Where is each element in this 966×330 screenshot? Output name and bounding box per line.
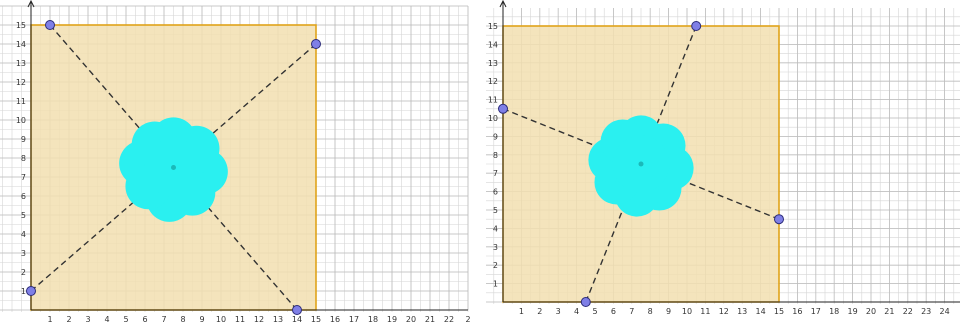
y-tick-label: 11 xyxy=(488,96,498,105)
y-tick-label: 6 xyxy=(493,188,498,197)
y-tick-label: 15 xyxy=(16,21,26,30)
y-tick-label: 6 xyxy=(21,192,26,201)
x-tick-label: 12 xyxy=(719,307,729,316)
x-tick-label: 2 xyxy=(465,315,470,324)
graph-panel-left: 1 2 3 4 5 6 7 8 9 10 11 12 13 14 15 16 17 18 19 20 21 22 2 1 2 3 4… xyxy=(0,0,476,330)
x-tick-label: 18 xyxy=(829,307,839,316)
coordinate-plane-left: 1 2 3 4 5 6 7 8 9 10 11 12 13 14 15 16 17 18 19 20 21 22 21234… xyxy=(0,0,471,324)
graph-panel-right: 1 2 3 4 5 6 7 8 9 10 11 12 13 14 15 16 17 18 19 20 21 22 23 24 1… xyxy=(486,0,966,330)
y-tick-label: 11 xyxy=(16,97,26,106)
x-tick-label: 2 xyxy=(537,307,542,316)
x-tick-label: 2 xyxy=(66,315,71,324)
x-tick-label: 9 xyxy=(666,307,671,316)
y-tick-label: 5 xyxy=(493,206,498,215)
x-tick-label: 22 xyxy=(903,307,913,316)
draggable-point[interactable] xyxy=(311,39,321,49)
draggable-point[interactable] xyxy=(774,214,784,225)
x-tick-label: 13 xyxy=(737,307,747,316)
x-tick-label: 19 xyxy=(848,307,858,316)
x-tick-label: 3 xyxy=(85,315,90,324)
y-tick-label: 14 xyxy=(16,40,26,49)
x-tick-label: 9 xyxy=(199,315,204,324)
draggable-point[interactable] xyxy=(45,20,55,30)
y-tick-label: 8 xyxy=(493,151,498,160)
x-tick-label: 11 xyxy=(235,315,245,324)
dashed-line xyxy=(173,43,317,169)
x-tick-label: 11 xyxy=(700,307,710,316)
center-blob xyxy=(119,117,228,222)
dashed-line xyxy=(172,167,298,311)
y-tick-label: 8 xyxy=(21,154,26,163)
x-tick-label: 4 xyxy=(574,307,579,316)
x-tick-label: 21 xyxy=(884,307,894,316)
y-tick-label: 9 xyxy=(21,135,26,144)
x-tick-label: 13 xyxy=(273,315,283,324)
x-tick-label: 14 xyxy=(756,307,766,316)
y-axis-arrow-icon xyxy=(499,0,507,8)
y-tick-label: 5 xyxy=(21,211,26,220)
y-tick-label: 7 xyxy=(493,169,498,178)
draggable-point[interactable] xyxy=(498,103,508,114)
y-tick-label: 1 xyxy=(21,287,26,296)
x-tick-label: 23 xyxy=(921,307,931,316)
x-tick-label: 10 xyxy=(682,307,692,316)
y-tick-label: 7 xyxy=(21,173,26,182)
y-tick-label: 13 xyxy=(16,59,26,68)
x-tick-label: 18 xyxy=(368,315,378,324)
y-tick-label: 13 xyxy=(488,59,498,68)
x-tick-label: 20 xyxy=(866,307,876,316)
y-tick-label: 14 xyxy=(488,40,498,49)
draggable-point[interactable] xyxy=(26,286,36,296)
x-tick-label: 1 xyxy=(47,315,52,324)
x-tick-label: 3 xyxy=(556,307,561,316)
y-tick-label: 4 xyxy=(21,230,26,239)
blob-center xyxy=(171,165,176,170)
x-tick-label: 8 xyxy=(180,315,185,324)
x-tick-label: 10 xyxy=(216,315,226,324)
y-tick-label: 9 xyxy=(493,132,498,141)
y-axis-arrow-icon xyxy=(27,0,35,8)
x-tick-label: 20 xyxy=(406,315,416,324)
dashed-line xyxy=(30,166,174,292)
x-tick-label: 12 xyxy=(254,315,264,324)
y-tick-label: 12 xyxy=(488,77,498,86)
x-tick-label: 4 xyxy=(104,315,109,324)
x-tick-label: 8 xyxy=(648,307,653,316)
blob-center xyxy=(638,161,644,167)
draggable-point[interactable] xyxy=(292,305,302,315)
x-tick-label: 17 xyxy=(811,307,821,316)
y-tick-label: 2 xyxy=(493,261,498,270)
x-tick-label: 5 xyxy=(592,307,597,316)
x-tick-label: 7 xyxy=(629,307,634,316)
x-tick-label: 24 xyxy=(940,307,950,316)
x-tick-label: 15 xyxy=(311,315,321,324)
y-tick-label: 15 xyxy=(488,22,498,31)
y-tick-label: 10 xyxy=(16,116,26,125)
x-tick-label: 17 xyxy=(349,315,359,324)
coordinate-plane-right: 1 2 3 4 5 6 7 8 9 10 11 12 13 14 15 16 17 18 19 20 21 22 23 241… xyxy=(486,0,960,316)
x-tick-label: 6 xyxy=(142,315,147,324)
x-tick-label: 15 xyxy=(774,307,784,316)
y-tick-label: 3 xyxy=(493,243,498,252)
y-tick-label: 1 xyxy=(493,280,498,289)
x-tick-label: 5 xyxy=(123,315,128,324)
x-tick-label: 6 xyxy=(611,307,616,316)
x-tick-label: 16 xyxy=(792,307,802,316)
x-tick-label: 21 xyxy=(425,315,435,324)
y-tick-label: 10 xyxy=(488,114,498,123)
center-blob xyxy=(588,115,694,217)
dashed-line xyxy=(49,24,175,168)
x-tick-label: 14 xyxy=(292,315,302,324)
y-tick-label: 2 xyxy=(21,268,26,277)
x-tick-label: 7 xyxy=(161,315,166,324)
y-tick-label: 4 xyxy=(493,224,498,233)
x-tick-label: 19 xyxy=(387,315,397,324)
draggable-point[interactable] xyxy=(580,297,591,307)
x-tick-label: 1 xyxy=(519,307,524,316)
draggable-point[interactable] xyxy=(691,21,702,31)
x-tick-label: 22 xyxy=(444,315,454,324)
y-tick-label: 12 xyxy=(16,78,26,87)
y-tick-label: 3 xyxy=(21,249,26,258)
x-tick-label: 16 xyxy=(330,315,340,324)
